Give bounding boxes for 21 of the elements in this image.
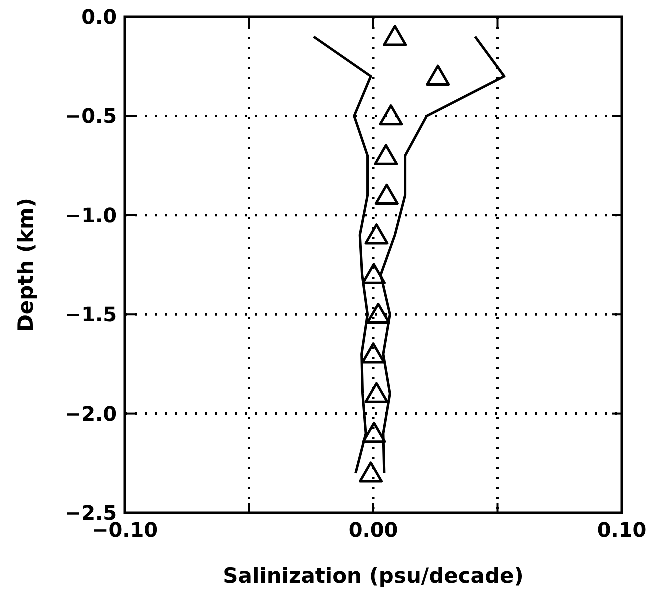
point xyxy=(379,104,404,126)
point xyxy=(362,422,386,444)
point xyxy=(364,382,389,404)
point xyxy=(366,302,390,324)
point xyxy=(374,184,399,206)
point xyxy=(383,25,408,46)
y-axis-title: Depth (km) xyxy=(14,198,38,332)
y-tick-label: −1.5 xyxy=(64,302,117,327)
point xyxy=(362,263,386,284)
point xyxy=(362,342,386,364)
y-tick-label: −2.0 xyxy=(64,402,117,426)
point xyxy=(359,462,384,483)
y-tick-label: 0.0 xyxy=(82,5,117,29)
point xyxy=(364,224,389,245)
y-tick-label: −0.5 xyxy=(64,104,117,128)
y-tick-label: −1.0 xyxy=(64,203,117,228)
x-axis-title: Salinization (psu/decade) xyxy=(223,564,524,588)
point xyxy=(374,144,398,166)
x-tick-label: 0.00 xyxy=(348,518,398,542)
point xyxy=(426,64,450,86)
x-tick-label: 0.10 xyxy=(597,518,647,542)
